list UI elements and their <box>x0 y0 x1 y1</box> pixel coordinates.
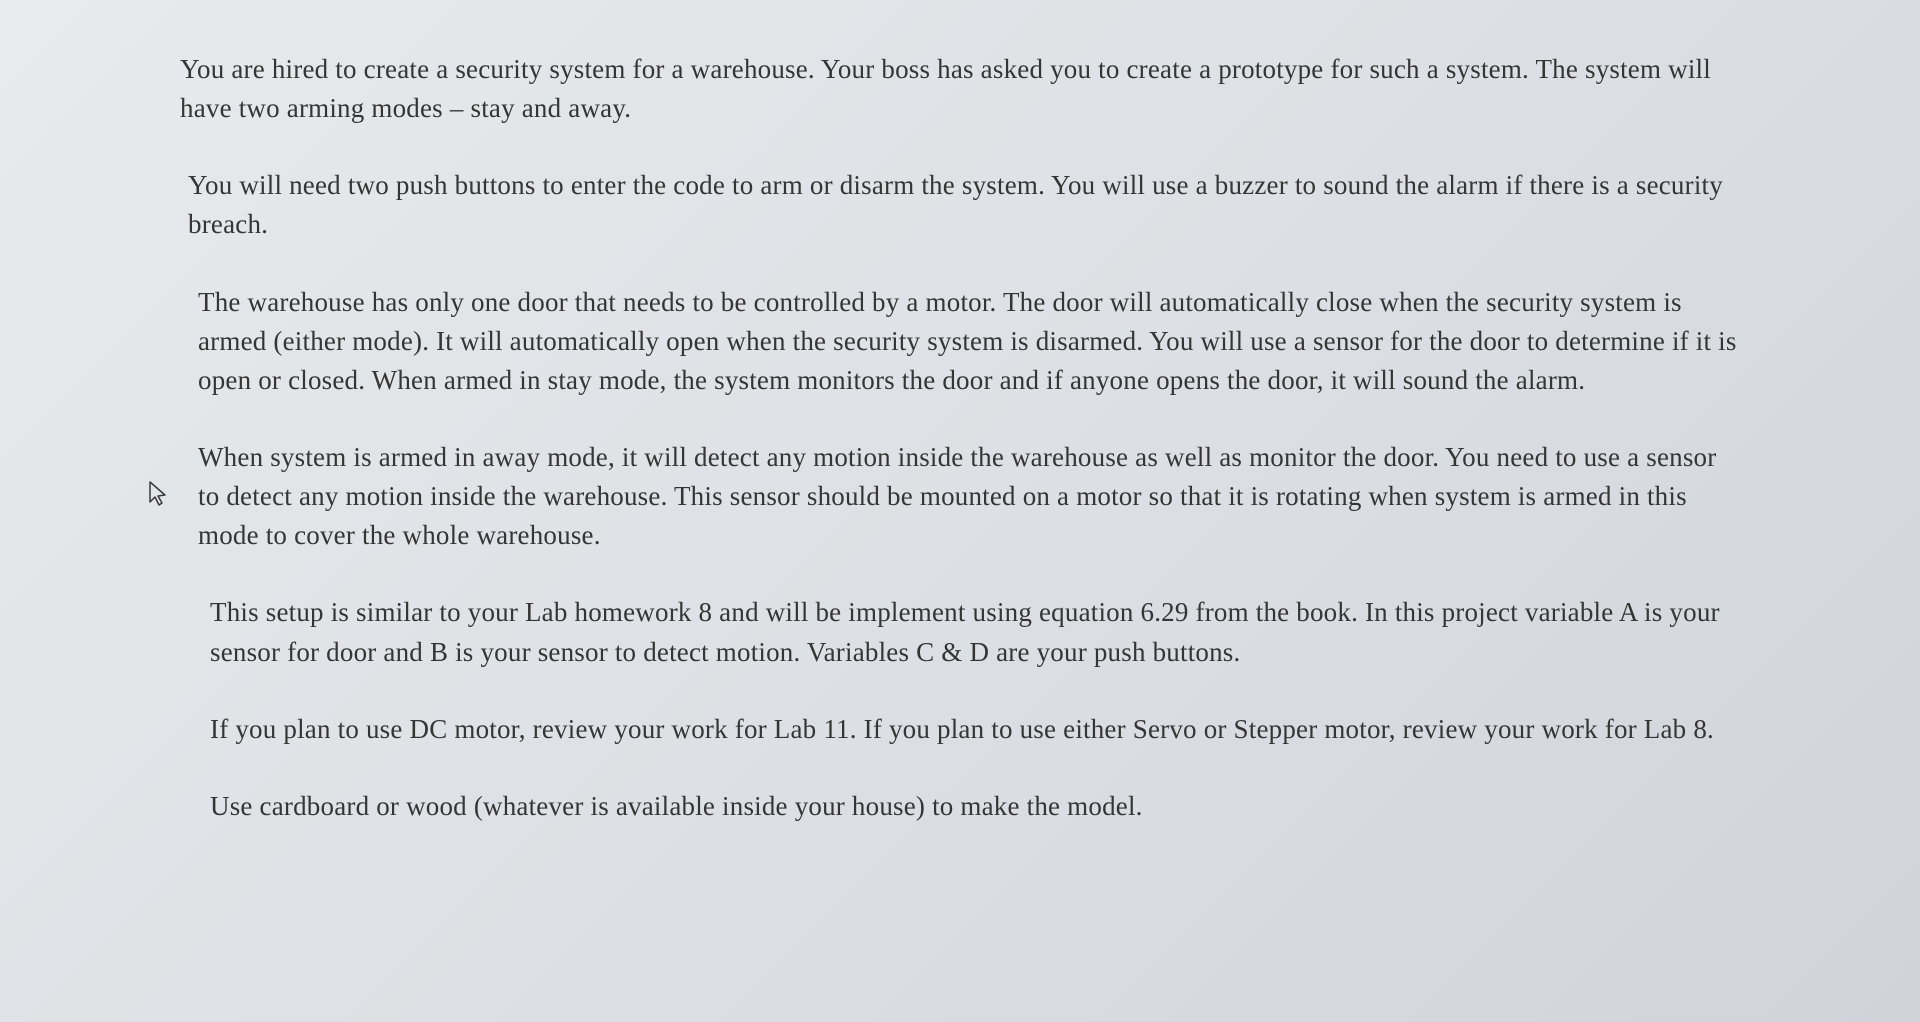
paragraph-materials: Use cardboard or wood (whatever is avail… <box>210 787 1740 826</box>
paragraph-intro: You are hired to create a security syste… <box>180 50 1740 128</box>
paragraph-door: The warehouse has only one door that nee… <box>198 283 1740 400</box>
paragraph-buttons: You will need two push buttons to enter … <box>188 166 1740 244</box>
document-container: You are hired to create a security syste… <box>0 0 1920 1022</box>
paragraph-motor-choice: If you plan to use DC motor, review your… <box>210 710 1740 749</box>
paragraph-away-mode: When system is armed in away mode, it wi… <box>198 438 1740 555</box>
paragraph-lab-reference: This setup is similar to your Lab homewo… <box>210 593 1740 671</box>
